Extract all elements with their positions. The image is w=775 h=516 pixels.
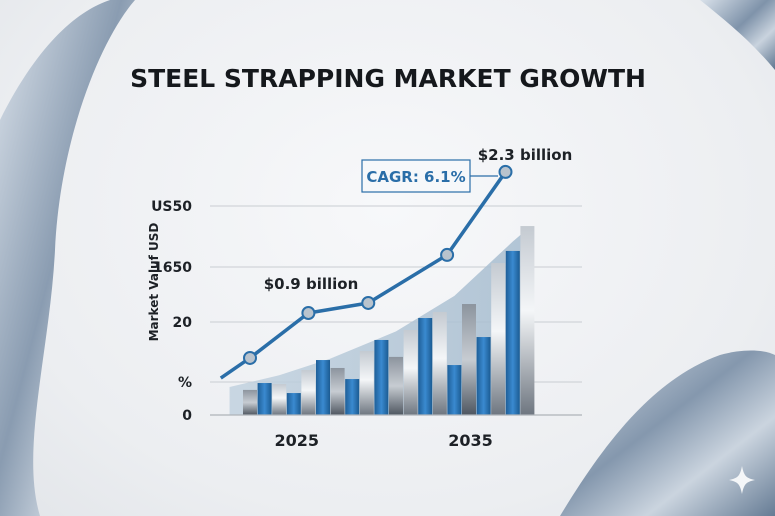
bar xyxy=(418,318,433,415)
sparkle-icon xyxy=(729,466,755,494)
bar xyxy=(476,337,491,415)
bar xyxy=(389,356,403,415)
bar xyxy=(432,311,447,415)
annotation-0-9-billion: $0.9 billion xyxy=(264,275,359,293)
x-tick-label: 2025 xyxy=(274,431,319,450)
x-tick-label: 2035 xyxy=(448,431,493,450)
bar xyxy=(374,339,389,415)
bar xyxy=(359,351,374,415)
bar xyxy=(505,250,520,415)
annotation-2-3-billion: $2.3 billion xyxy=(478,146,573,164)
bar xyxy=(462,304,476,415)
y-tick-label: US50 xyxy=(151,199,192,215)
bars xyxy=(243,226,535,415)
bar xyxy=(491,263,506,415)
bar xyxy=(330,367,345,415)
line-marker xyxy=(301,306,316,321)
y-axis-label: Market Valuf USD xyxy=(147,223,161,342)
y-ticks: 0% 20 1650 US50 xyxy=(151,199,192,424)
y-tick-label: 0 xyxy=(182,408,192,424)
bar xyxy=(272,384,287,415)
bar xyxy=(301,370,316,415)
chart-title: STEEL STRAPPING MARKET GROWTH xyxy=(130,64,646,93)
line-marker xyxy=(243,350,257,365)
bar xyxy=(520,226,535,415)
bar xyxy=(345,379,360,415)
cagr-label: CAGR: 6.1% xyxy=(366,168,465,186)
bar xyxy=(243,389,257,415)
y-tick-label: 1650 xyxy=(153,260,192,276)
bar xyxy=(257,383,272,415)
cagr-box xyxy=(361,159,471,193)
y-tick-label: % xyxy=(178,375,192,391)
line-markers xyxy=(243,164,513,365)
bar xyxy=(316,360,330,415)
x-ticks: 2025 2035 xyxy=(274,431,492,450)
bar xyxy=(403,329,418,415)
bar xyxy=(286,393,301,415)
line-marker xyxy=(498,164,513,179)
y-tick-label: 20 xyxy=(173,315,193,331)
line-marker xyxy=(361,295,376,310)
bar xyxy=(447,365,462,415)
line-marker xyxy=(440,247,455,262)
